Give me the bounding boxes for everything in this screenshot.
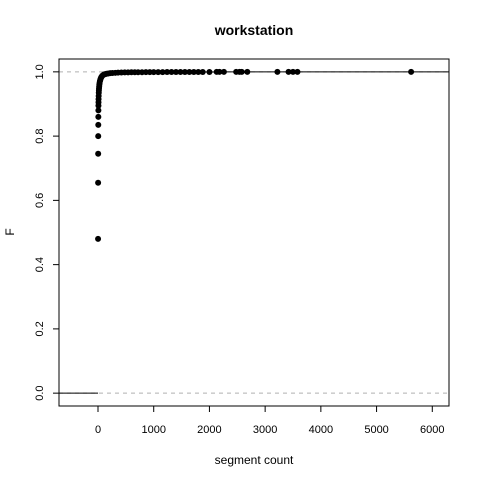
data-point-51 (195, 68, 202, 75)
y-tick-label-0: 0.0 (34, 385, 46, 400)
data-point-3 (95, 133, 102, 140)
chart-title: workstation (214, 22, 294, 38)
x-axis-label: segment count (215, 453, 294, 467)
data-point-61 (274, 68, 281, 75)
data-point-59 (238, 68, 245, 75)
data-point-47 (177, 69, 184, 76)
reference-lines (59, 71, 449, 394)
x-axis: 0 1000 2000 3000 4000 5000 6000 (95, 405, 445, 436)
data-point-4 (95, 121, 102, 128)
data-point-1 (95, 179, 102, 186)
y-tick-label-2: 0.4 (34, 257, 46, 272)
data-point-6 (95, 107, 102, 114)
y-axis-label: F (3, 228, 17, 235)
y-tick-label-4: 0.8 (34, 128, 46, 143)
data-point-43 (159, 69, 166, 76)
data-point-0 (95, 235, 102, 242)
data-point-52 (199, 68, 206, 75)
x-tick-label-2: 2000 (197, 424, 221, 436)
x-tick-label-5: 5000 (364, 424, 388, 436)
x-tick-label-0: 0 (95, 424, 101, 436)
data-point-5 (95, 113, 102, 120)
x-tick-label-3: 3000 (253, 424, 277, 436)
data-point-45 (168, 69, 175, 76)
data-point-65 (408, 68, 415, 75)
data-point-46 (173, 69, 179, 76)
data-point-48 (181, 68, 188, 75)
data-point-50 (190, 68, 197, 75)
y-tick-label-3: 0.6 (34, 193, 46, 208)
x-tick-label-4: 4000 (309, 424, 333, 436)
y-tick-label-5: 1.0 (34, 64, 46, 79)
data-point-63 (290, 68, 296, 75)
data-points (95, 68, 415, 242)
step-line (59, 71, 449, 394)
data-point-56 (220, 68, 227, 75)
y-tick-label-1: 0.2 (34, 321, 46, 336)
data-point-44 (164, 69, 171, 76)
step-segments (98, 71, 449, 240)
data-point-2 (95, 150, 102, 157)
data-point-41 (150, 69, 157, 76)
data-point-62 (285, 68, 292, 75)
data-point-55 (216, 68, 223, 75)
data-point-49 (186, 68, 193, 75)
data-point-53 (206, 68, 213, 75)
data-point-64 (294, 68, 301, 75)
plot-frame (58, 58, 450, 407)
data-point-60 (244, 68, 251, 75)
x-tick-label-1: 1000 (141, 424, 165, 436)
x-tick-label-6: 6000 (420, 424, 444, 436)
y-axis: 0.0 0.2 0.4 0.6 0.8 1.0 (34, 64, 60, 401)
data-point-42 (155, 69, 162, 76)
